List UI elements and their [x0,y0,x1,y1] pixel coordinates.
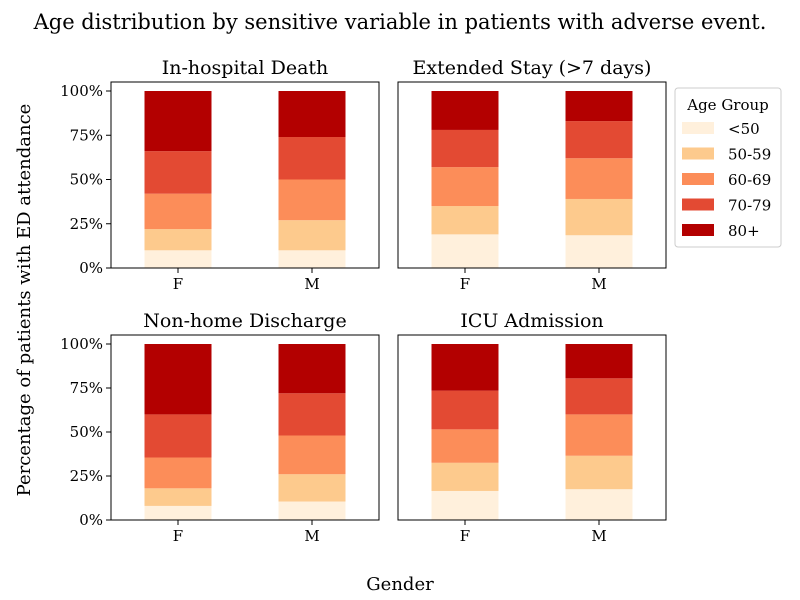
panel-3: Non-home Discharge F M 0% 25% 50% 75% 100% [60,310,380,545]
y-tick-label: 50% [70,423,103,441]
panel-frame [110,81,380,269]
panel-title: ICU Admission [460,310,603,332]
panel-title: In-hospital Death [162,57,329,79]
bar-segment-F-<50 [431,234,499,268]
panel-frame [397,334,667,521]
panel-frame [397,81,667,269]
bar-segment-M-70-79 [278,393,346,436]
bar-segment-F-80+ [144,91,212,152]
legend-entry: 50-59 [728,146,771,164]
bar-segment-M-<50 [565,235,633,268]
bar-segment-F-<50 [144,505,212,520]
bar-segment-F-<50 [144,250,212,268]
bar-segment-M-50-59 [565,198,633,236]
x-tick-label: M [304,275,319,293]
bar-segment-M-60-69 [278,179,346,221]
bar-segment-F-70-79 [431,129,499,168]
bar-segment-F-70-79 [431,390,499,430]
legend-entry: 60-69 [728,171,771,189]
bar-segment-F-60-69 [431,429,499,463]
legend-entry: <50 [728,120,760,138]
bar-segment-M-80+ [278,91,346,138]
bar-segment-M-70-79 [565,378,633,415]
x-tick-label: F [173,527,183,545]
legend-swatch [682,173,714,185]
y-tick-label: 0% [79,511,103,529]
bar-segment-F-70-79 [144,414,212,458]
bar-segment-M-80+ [565,344,633,379]
chart-panels: In-hospital Death F M 0% 25% 50% 75% 100% Extend… [60,57,667,545]
panel-4: ICU Admission F M [397,310,667,545]
bar-segment-M-70-79 [278,137,346,180]
panel-2: Extended Stay (>7 days) F M [397,57,667,293]
x-tick-label: M [591,275,606,293]
y-tick-label: 75% [70,379,103,397]
legend-swatch [682,122,714,134]
x-tick-label: F [173,275,183,293]
panel-title: Non-home Discharge [143,310,346,332]
bar-segment-M-50-59 [278,220,346,251]
x-tick-label: F [460,527,470,545]
y-tick-label: 100% [60,335,103,353]
y-tick-label: 25% [70,215,103,233]
panel-title: Extended Stay (>7 days) [413,57,652,79]
bar-segment-M-60-69 [278,435,346,475]
bar-segment-F-80+ [431,91,499,130]
bar-segment-F-50-59 [431,206,499,235]
bar-segment-M-80+ [565,91,633,122]
x-axis-label: Gender [366,574,434,595]
panel-1: In-hospital Death F M 0% 25% 50% 75% 100% [60,57,380,293]
bar-segment-M-50-59 [565,455,633,490]
bar-segment-F-50-59 [144,229,212,251]
figure-title: Age distribution by sensitive variable i… [33,10,767,34]
y-tick-label: 0% [79,259,103,277]
bar-segment-M-60-69 [565,158,633,199]
bar-segment-F-50-59 [144,488,212,506]
bar-segment-F-60-69 [431,167,499,207]
legend-swatch [682,198,714,211]
bar-segment-M-<50 [278,501,346,520]
legend-entry: 80+ [728,222,760,240]
x-tick-label: M [304,527,319,545]
bar-segment-M-60-69 [565,414,633,456]
legend-swatch [682,147,714,160]
bar-segment-F-50-59 [431,462,499,491]
bar-segment-M-70-79 [565,121,633,159]
y-tick-label: 25% [70,467,103,485]
panel-frame [110,334,380,521]
x-tick-label: F [460,275,470,293]
legend-entry: 70-79 [728,197,771,215]
bar-segment-F-80+ [431,344,499,391]
bar-segment-F-60-69 [144,193,212,230]
bar-segment-F-80+ [144,344,212,415]
chart-legend: Age Group <50 50-59 60-69 70-79 80+ [674,87,782,248]
bar-segment-F-70-79 [144,151,212,194]
y-tick-label: 100% [60,82,103,100]
bar-segment-M-80+ [278,344,346,394]
x-tick-label: M [591,527,606,545]
bar-segment-M-<50 [278,250,346,268]
legend-swatch [682,224,714,236]
bar-segment-M-50-59 [278,474,346,502]
bar-segment-M-<50 [565,489,633,520]
bar-segment-F-<50 [431,490,499,520]
y-tick-label: 75% [70,126,103,144]
y-tick-label: 50% [70,171,103,189]
y-axis-label: Percentage of patients with ED attendanc… [14,104,35,497]
bar-segment-F-60-69 [144,457,212,489]
legend-title: Age Group [686,96,769,114]
